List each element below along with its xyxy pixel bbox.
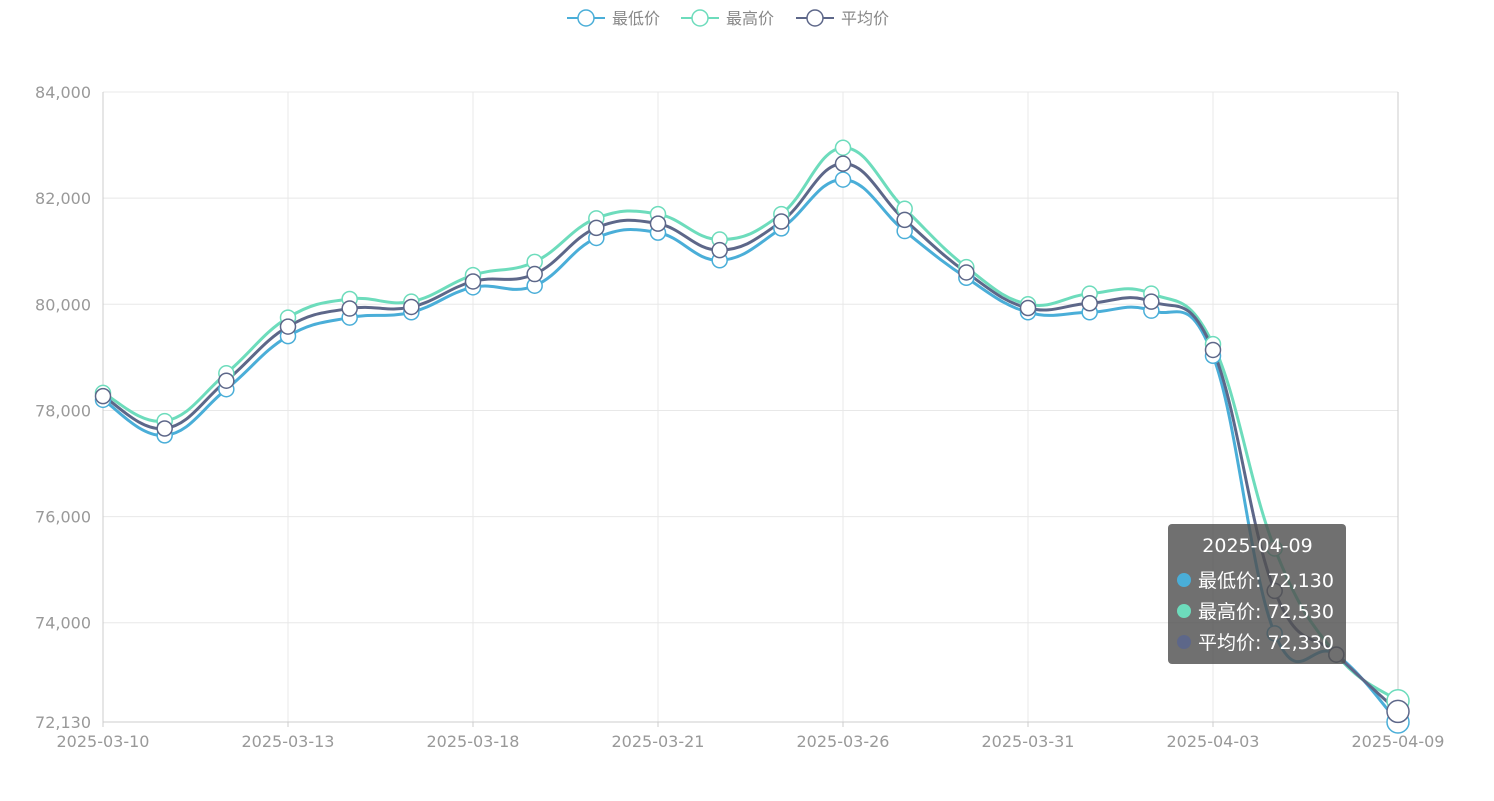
data-point-max — [834, 139, 852, 156]
legend: 最低价 最高价 平均价 — [567, 9, 889, 28]
y-tick-label: 72,130 — [35, 713, 91, 732]
data-point-avg — [1019, 299, 1037, 317]
y-tick-label: 82,000 — [35, 189, 91, 208]
x-tick-label: 2025-03-26 — [797, 732, 890, 751]
y-tick-label: 84,000 — [35, 83, 91, 102]
data-point-avg — [588, 219, 605, 237]
tooltip-label-min: 最低价: 72,130 — [1198, 570, 1334, 592]
data-point-min — [834, 171, 852, 188]
data-point-avg — [403, 298, 420, 316]
data-point-avg — [1143, 293, 1160, 310]
legend-marker-max — [691, 9, 709, 27]
legend-label-avg: 平均价 — [841, 9, 889, 28]
legend-label-min: 最低价 — [612, 9, 660, 28]
legend-label-max: 最高价 — [726, 9, 774, 28]
tooltip-dot-avg — [1177, 634, 1191, 649]
y-tick-label: 78,000 — [35, 401, 91, 420]
x-tick-label: 2025-03-10 — [57, 732, 150, 751]
data-point-avg — [1204, 341, 1222, 359]
data-point-avg — [464, 273, 482, 290]
legend-marker-avg — [806, 9, 824, 27]
tooltip-title: 2025-04-09 — [1202, 535, 1313, 557]
x-tick-label: 2025-03-31 — [982, 732, 1075, 751]
data-point-avg — [896, 211, 913, 229]
x-tick-label: 2025-03-21 — [612, 732, 705, 751]
x-tick-label: 2025-04-09 — [1352, 732, 1445, 751]
y-tick-label: 80,000 — [35, 295, 91, 314]
data-point-avg — [958, 264, 975, 281]
tooltip-row-avg: 平均价: 72,330 — [1177, 626, 1338, 657]
data-point-avg — [341, 300, 358, 317]
data-point-avg — [94, 387, 112, 405]
data-point-avg — [773, 213, 790, 230]
data-point-avg — [526, 265, 543, 283]
tooltip-dot-max — [1177, 603, 1191, 618]
tooltip-label-max: 最高价: 72,530 — [1198, 601, 1334, 623]
tooltip-dot-min — [1177, 572, 1191, 587]
tooltip: 2025-04-09 最低价: 72,130 最高价: 72,530 平均价: … — [1168, 524, 1346, 664]
data-point-avg — [649, 215, 667, 232]
legend-marker-min — [577, 9, 595, 27]
y-tick-label: 74,000 — [35, 614, 91, 633]
data-point-avg — [156, 420, 173, 437]
tooltip-label-avg: 平均价: 72,330 — [1198, 632, 1334, 654]
x-tick-label: 2025-03-18 — [427, 732, 520, 751]
x-tick-label: 2025-03-13 — [242, 732, 335, 751]
x-tick-label: 2025-04-03 — [1167, 732, 1260, 751]
axes: 72,130 74,000 76,000 78,000 80,000 82,000 84,0… — [35, 83, 1444, 751]
data-point-avg — [279, 318, 297, 335]
y-tick-label: 76,000 — [35, 508, 91, 527]
data-point-avg — [1386, 699, 1410, 724]
tooltip-row-max: 最高价: 72,530 — [1177, 595, 1338, 626]
data-point-avg — [1081, 294, 1098, 312]
data-point-avg — [218, 372, 235, 389]
data-point-avg — [711, 241, 728, 259]
tooltip-row-min: 最低价: 72,130 — [1177, 564, 1338, 595]
data-point-avg — [834, 155, 852, 172]
